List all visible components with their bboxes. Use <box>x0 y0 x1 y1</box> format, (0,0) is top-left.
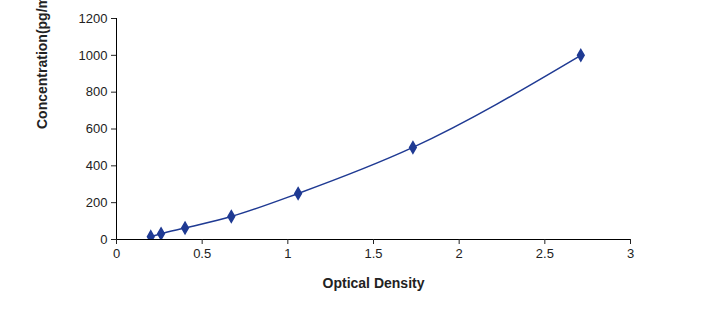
svg-text:2: 2 <box>456 246 463 261</box>
svg-text:3: 3 <box>627 246 634 261</box>
svg-text:1200: 1200 <box>79 11 108 26</box>
svg-text:0: 0 <box>100 232 107 247</box>
svg-text:0.5: 0.5 <box>193 246 211 261</box>
svg-text:Concentration(pg/mL): Concentration(pg/mL) <box>34 0 50 129</box>
svg-text:0: 0 <box>113 246 120 261</box>
svg-text:1: 1 <box>284 246 291 261</box>
svg-text:600: 600 <box>86 121 108 136</box>
svg-text:1.5: 1.5 <box>364 246 382 261</box>
svg-text:800: 800 <box>86 84 108 99</box>
svg-text:400: 400 <box>86 158 108 173</box>
svg-text:1000: 1000 <box>79 47 108 62</box>
svg-text:2.5: 2.5 <box>536 246 554 261</box>
svg-text:Optical Density: Optical Density <box>323 275 425 291</box>
svg-text:200: 200 <box>86 195 108 210</box>
